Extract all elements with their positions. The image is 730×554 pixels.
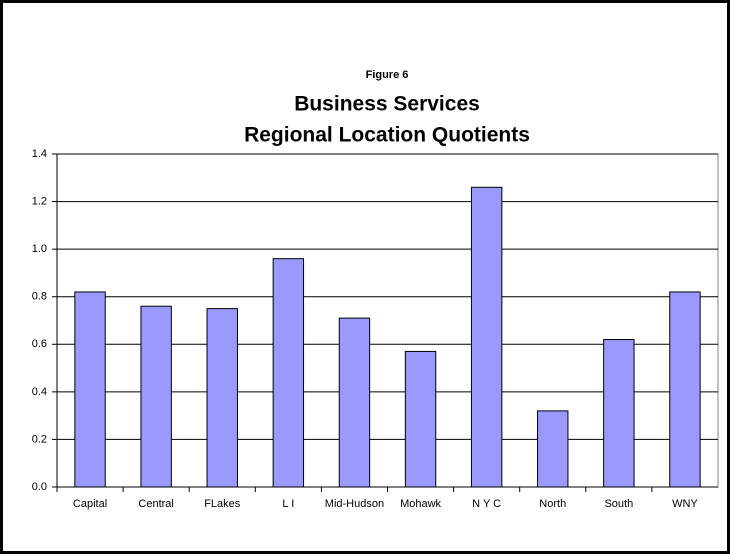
x-tick-label: South <box>604 498 633 510</box>
y-tick-label: 0.4 <box>32 386 47 398</box>
x-tick-label: Mid-Hudson <box>325 498 384 510</box>
bar <box>206 308 238 488</box>
chart-title: Business Services <box>294 93 480 116</box>
x-tick-label: FLakes <box>204 498 241 510</box>
x-tick-label: Mohawk <box>400 498 441 510</box>
y-tick-label: 1.4 <box>32 148 47 160</box>
x-tick-label: Capital <box>73 498 107 510</box>
bar <box>74 291 106 488</box>
y-tick-label: 0.6 <box>32 338 47 350</box>
x-tick-label: N Y C <box>472 498 501 510</box>
y-tick-label: 1.0 <box>32 243 47 255</box>
figure-label: Figure 6 <box>366 69 409 81</box>
y-tick-label: 0.0 <box>32 481 47 493</box>
y-tick-label: 0.8 <box>32 291 47 303</box>
x-tick-label: Central <box>138 498 173 510</box>
x-tick-label: WNY <box>672 498 698 510</box>
x-tick-label: L I <box>282 498 294 510</box>
bar <box>669 291 701 488</box>
y-tick-label: 1.2 <box>32 195 47 207</box>
bar <box>272 258 305 488</box>
bar <box>603 339 635 488</box>
bar <box>338 317 371 488</box>
x-tick-label: North <box>539 498 566 510</box>
y-tick-label: 0.2 <box>32 433 47 445</box>
bar <box>537 410 569 488</box>
bar <box>140 305 172 488</box>
bar <box>470 186 503 488</box>
bar <box>404 350 437 488</box>
chart-title: Regional Location Quotients <box>244 124 530 147</box>
